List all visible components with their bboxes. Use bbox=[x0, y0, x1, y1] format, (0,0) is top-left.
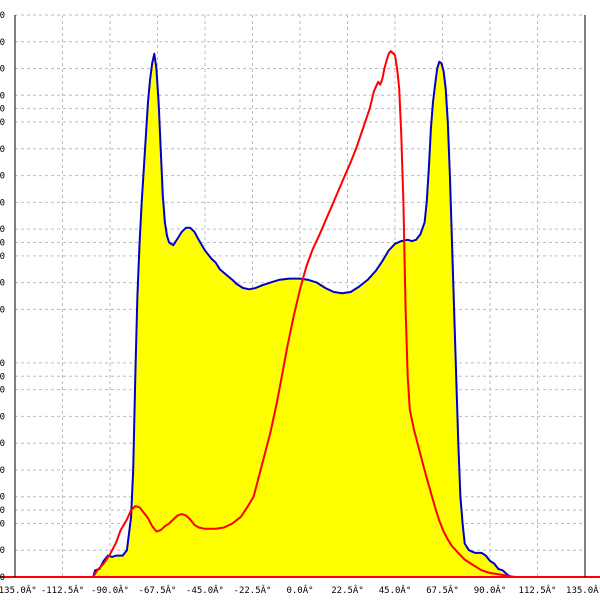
y-tick-label: 280 bbox=[0, 198, 5, 208]
y-tick-label: 20 bbox=[0, 546, 5, 556]
x-tick-label: -22.5Â° bbox=[234, 584, 272, 596]
y-tick-label: 320 bbox=[0, 145, 5, 155]
x-tick-label: -45.0Â° bbox=[186, 584, 224, 596]
x-tick-label: -90.0Â° bbox=[91, 584, 129, 596]
y-tick-label: 350 bbox=[0, 105, 5, 115]
y-tick-label: 140 bbox=[0, 386, 5, 396]
y-tick-label: 200 bbox=[0, 305, 5, 315]
y-tick-label: 380 bbox=[0, 65, 5, 75]
y-tick-label: 240 bbox=[0, 252, 5, 262]
y-tick-label: 150 bbox=[0, 372, 5, 382]
series-blue-line bbox=[92, 52, 512, 578]
y-tick-label: 120 bbox=[0, 412, 5, 422]
axes bbox=[0, 15, 600, 578]
y-tick-label: 420 bbox=[0, 11, 5, 21]
y-tick-label: 160 bbox=[0, 359, 5, 369]
x-tick-label: 90.0Â° bbox=[474, 584, 507, 596]
y-tick-label: 340 bbox=[0, 118, 5, 128]
y-tick-label: 0 bbox=[0, 573, 5, 583]
line-layer bbox=[92, 50, 516, 578]
series-blue-area bbox=[93, 53, 512, 578]
x-tick-labels: -135.0Â° -112.5Â° -90.0Â° -67.5Â° -45.0Â° -22… bbox=[0, 584, 600, 596]
area-layer bbox=[93, 53, 512, 578]
x-tick-label: 67.5Â° bbox=[426, 584, 459, 596]
y-tick-label: 360 bbox=[0, 91, 5, 101]
x-tick-label: 22.5Â° bbox=[331, 584, 364, 596]
x-tick-label: 112.5Â° bbox=[519, 584, 557, 596]
x-tick-label: 45.0Â° bbox=[379, 584, 412, 596]
y-tick-label: 50 bbox=[0, 506, 5, 516]
x-tick-label: -67.5Â° bbox=[139, 584, 177, 596]
y-tick-label: 40 bbox=[0, 519, 5, 529]
x-tick-label: -112.5Â° bbox=[41, 584, 84, 596]
y-tick-label: 300 bbox=[0, 172, 5, 182]
y-tick-label: 260 bbox=[0, 225, 5, 235]
y-tick-label: 100 bbox=[0, 439, 5, 449]
y-tick-label: 220 bbox=[0, 279, 5, 289]
x-tick-label: 135.0Â° bbox=[566, 584, 600, 596]
y-tick-labels: 0 20 40 50 60 80 100 120 140 150 160 200 220 240 250 26… bbox=[0, 11, 5, 583]
series-red-line bbox=[92, 50, 516, 578]
y-tick-label: 60 bbox=[0, 493, 5, 503]
y-tick-label: 400 bbox=[0, 38, 5, 48]
x-tick-label: 0.0Â° bbox=[286, 584, 313, 596]
x-tick-label: -135.0Â° bbox=[0, 584, 37, 596]
y-tick-label: 80 bbox=[0, 466, 5, 476]
y-tick-label: 250 bbox=[0, 238, 5, 248]
